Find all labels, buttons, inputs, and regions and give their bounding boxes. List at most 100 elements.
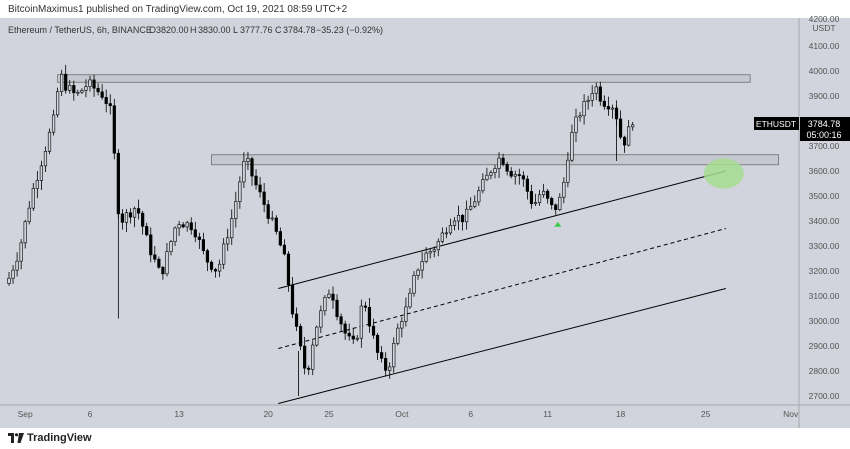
candle-bearish [120,213,124,223]
candle-bullish [481,179,485,192]
x-tick-label: 20 [263,409,273,419]
candle-bullish [465,208,469,223]
candle-bullish [15,260,19,271]
candle-bearish [517,174,521,176]
target-ellipse [703,158,744,189]
candle-bearish [331,293,335,301]
candle-bearish [213,269,218,272]
price-axis-background [799,18,850,428]
candle-bullish [226,237,230,245]
candle-bullish [388,366,392,371]
y-tick-label: 3900.00 [809,91,840,101]
candle-bullish [327,293,331,298]
candle-bullish [238,181,242,202]
candle-bullish [19,242,23,262]
x-tick-label: 25 [701,409,711,419]
legend-change: −35.23 (−0.92%) [316,25,383,35]
candle-bearish [201,239,206,251]
candle-bullish [396,327,400,344]
candle-bearish [554,204,558,210]
last-price-value: 3784.78 [808,119,841,129]
candle-bearish [193,229,197,238]
candle-bullish [35,180,39,189]
legend-high-label: H [190,25,197,35]
candle-bearish [145,226,149,236]
y-tick-label: 3600.00 [809,166,840,176]
candle-bearish [303,345,307,369]
candle-bearish [598,86,602,102]
candle-bearish [108,103,112,107]
candle-bullish [428,251,432,254]
candle-bearish [363,305,368,308]
candle-bearish [209,261,214,270]
candle-bearish [141,212,145,227]
candle-bullish [234,201,238,219]
candle-bearish [266,204,270,219]
candle-bearish [181,224,185,228]
tradingview-logo-text: TradingView [27,432,92,444]
candle-bullish [558,196,562,210]
resistance-zone [211,154,779,166]
candle-bullish [88,79,92,87]
candle-bearish [335,299,339,318]
candle-bearish [509,170,513,177]
candle-bullish [218,263,222,272]
legend-open-label: O [149,25,156,35]
candle-bullish [582,101,586,117]
legend-high-value: 3830.00 [198,25,231,35]
candle-bearish [367,306,372,327]
candle-bullish [574,116,578,133]
candle-bullish [570,132,574,161]
x-tick-label: Nov [783,409,799,419]
candle-bearish [274,217,278,232]
candle-bullish [627,126,631,146]
candle-bullish [169,241,173,252]
candle-bullish [533,202,538,205]
candle-bullish [448,225,453,234]
candle-bearish [161,266,165,275]
candle-bearish [351,335,355,340]
candle-bearish [205,250,210,263]
x-tick-label: Sep [18,409,33,419]
candle-bearish [100,91,104,98]
candle-bullish [359,305,363,339]
y-tick-label: 3300.00 [809,241,840,251]
candle-bearish [371,325,376,336]
x-tick-label: 18 [616,409,626,419]
candle-bullish [31,188,35,209]
candle-bullish [456,215,461,222]
candle-bullish [68,85,72,91]
candle-bullish [76,91,80,94]
last-price-tag: ETHUSDT 3784.78 05:00:16 [754,117,850,141]
legend-close-value: 3784.78 [283,25,316,35]
candle-bullish [124,212,129,223]
candle-bearish [307,367,311,370]
header-bar: BitcoinMaximus1 published on TradingView… [0,0,850,18]
y-tick-label: 2900.00 [809,341,840,351]
candle-bearish [104,97,108,104]
y-tick-label: 3000.00 [809,316,840,326]
candle-bullish [132,208,137,218]
candle-bearish [262,191,266,205]
candle-bullish [177,224,181,229]
candle-bullish [477,190,481,203]
candle-bullish [230,218,234,239]
candle-bullish [444,232,449,235]
candle-bearish [286,253,291,286]
candle-bullish [392,342,396,368]
candle-bullish [27,207,31,223]
candle-bullish [590,93,594,101]
candle-bearish [157,258,161,268]
y-tick-label: 3200.00 [809,266,840,276]
candle-bullish [566,159,570,183]
candle-bearish [550,198,554,206]
x-tick-label: 6 [88,409,93,419]
legend-open-value: 3820.00 [156,25,189,35]
candle-bullish [578,115,582,118]
candle-bullish [185,222,189,228]
legend-low-value: 3777.76 [240,25,273,35]
candle-bearish [460,215,465,223]
symbol-legend: Ethereum / TetherUS, 6h, BINANCE O 3820.… [8,25,383,35]
candle-bullish [60,73,64,93]
